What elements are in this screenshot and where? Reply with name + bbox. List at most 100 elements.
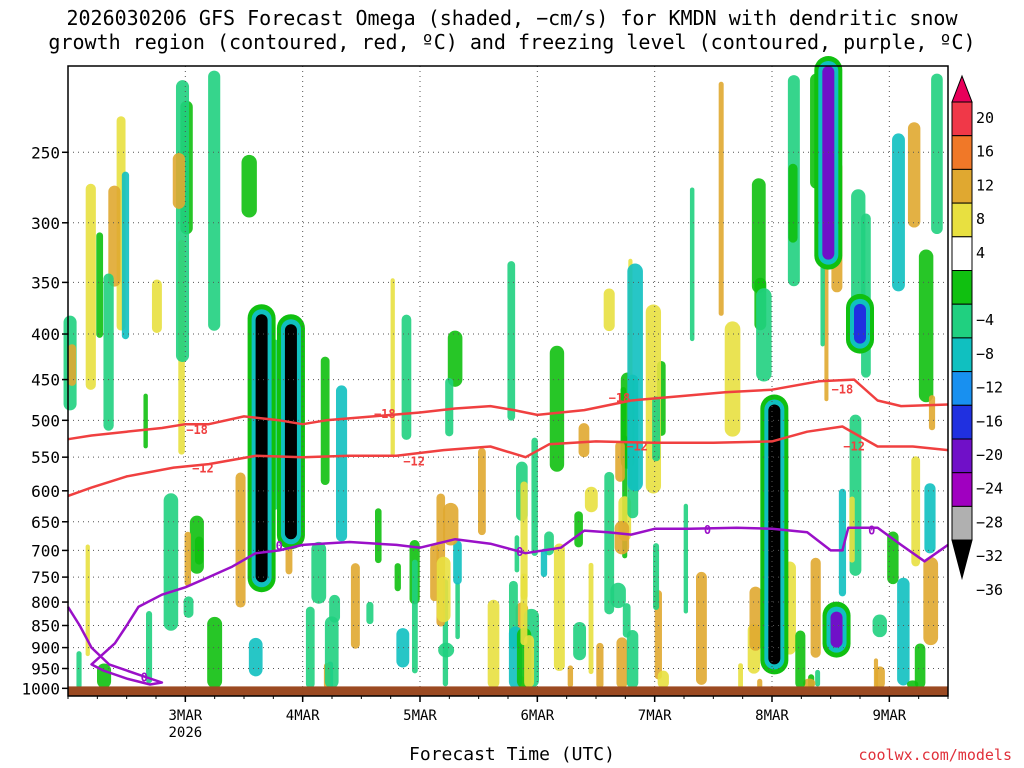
colorbar-segment: [951, 505, 973, 541]
omega-streak: [514, 535, 520, 573]
omega-streak: [520, 573, 528, 646]
colorbar-label: −20: [976, 446, 1003, 464]
omega-streak: [689, 187, 695, 342]
omega-column-core: [284, 324, 297, 540]
omega-streak: [923, 556, 939, 646]
omega-streak: [657, 670, 669, 689]
colorbar-segment: [951, 236, 973, 272]
omega-streak: [802, 678, 816, 689]
colorbar-label: 4: [976, 244, 985, 262]
x-tick-label: 3MAR: [168, 708, 202, 724]
omega-streak: [103, 273, 114, 431]
omega-streak: [907, 122, 921, 228]
colorbar-label: −4: [976, 311, 994, 329]
omega-streak: [756, 288, 772, 382]
omega-streak: [897, 577, 910, 686]
y-tick-label: 350: [31, 273, 60, 292]
contour-label: −12: [403, 454, 425, 468]
omega-streak: [350, 563, 360, 649]
omega-column-core: [255, 314, 268, 583]
colorbar-label: −24: [976, 480, 1003, 498]
title-line-2: growth region (contoured, red, ºC) and f…: [48, 30, 976, 54]
colorbar-bottom-arrow: [951, 539, 973, 581]
credit-link[interactable]: coolwx.com/models: [858, 746, 1012, 764]
contour-label: 0: [276, 539, 283, 553]
omega-streak: [749, 586, 762, 651]
omega-streak: [531, 437, 538, 556]
omega-streak: [553, 543, 565, 671]
omega-column-core: [830, 611, 843, 648]
title-line-1: 2026030206 GFS Forecast Omega (shaded, −…: [66, 6, 958, 30]
omega-streak: [394, 563, 401, 592]
omega-streak: [329, 594, 341, 623]
omega-streak: [627, 263, 643, 492]
y-tick-label: 700: [31, 541, 60, 560]
omega-streak: [875, 666, 885, 689]
omega-streak: [76, 651, 82, 689]
colorbar-segment: [951, 303, 973, 339]
omega-shading: [63, 56, 943, 689]
omega-streak: [911, 456, 921, 567]
contour-line-0: [66, 526, 949, 686]
contour-label: −12: [192, 461, 214, 475]
omega-streak: [815, 669, 821, 687]
omega-streak: [757, 678, 763, 689]
omega-streak: [366, 601, 374, 625]
omega-streak: [67, 344, 77, 386]
omega-streak: [248, 637, 263, 677]
omega-streak: [447, 330, 463, 387]
omega-streak: [849, 496, 855, 563]
omega-streak: [603, 288, 615, 332]
omega-streak: [121, 171, 130, 340]
omega-streak: [85, 183, 96, 390]
omega-streak: [549, 345, 565, 472]
omega-streak: [924, 483, 936, 554]
omega-streak: [96, 232, 104, 338]
pressure-axis: 250 300 350 400 450 500 550 600 650 700 750 800 850 9…: [21, 143, 68, 698]
y-tick-label: 900: [31, 639, 60, 658]
omega-streak: [401, 314, 412, 440]
omega-streak: [795, 630, 806, 689]
omega-streak: [305, 606, 315, 689]
omega-streak: [241, 154, 257, 218]
x-tick-label: 4MAR: [286, 708, 320, 724]
y-tick-label: 300: [31, 214, 60, 233]
colorbar-label: 20: [976, 109, 994, 127]
omega-streak: [430, 544, 439, 602]
contour-label: −18: [186, 423, 208, 437]
y-tick-label: 1000: [21, 679, 60, 698]
omega-streak: [151, 279, 162, 333]
omega-streak: [892, 133, 905, 292]
colorbar-label: −8: [976, 345, 994, 363]
colorbar-label: −36: [976, 581, 1003, 599]
y-tick-label: 450: [31, 371, 60, 390]
colorbar-label: 8: [976, 210, 985, 228]
contour-label: 0: [141, 670, 148, 684]
colorbar-label: −32: [976, 547, 1003, 565]
y-tick-label: 950: [31, 660, 60, 679]
contour-label: 0: [516, 545, 523, 559]
omega-streak: [578, 423, 590, 458]
colorbar-segment: [951, 135, 973, 170]
contour-label: 0: [868, 524, 875, 538]
omega-streak: [918, 249, 934, 403]
contour-label: −18: [374, 407, 396, 421]
colorbar-segment: [951, 168, 973, 204]
contour-lines: −18 −18 −18 −18 −12 −12 −12 −12 0 0 0 0 0: [66, 378, 949, 686]
omega-streak: [235, 472, 246, 608]
colorbar-label: −12: [976, 379, 1003, 397]
y-tick-label: 650: [31, 513, 60, 532]
omega-streak: [207, 616, 223, 689]
contour-label: −18: [609, 391, 631, 405]
colorbar-label: 12: [976, 176, 994, 194]
omega-streak: [788, 163, 798, 243]
x-tick-label: 6MAR: [520, 708, 554, 724]
omega-streak: [445, 377, 454, 437]
omega-streak: [390, 278, 395, 456]
x-tick-sublabel: 2026: [168, 725, 202, 741]
omega-streak: [614, 520, 630, 555]
colorbar-segment: [951, 371, 973, 406]
omega-streak: [477, 448, 486, 536]
omega-streak: [751, 178, 766, 294]
